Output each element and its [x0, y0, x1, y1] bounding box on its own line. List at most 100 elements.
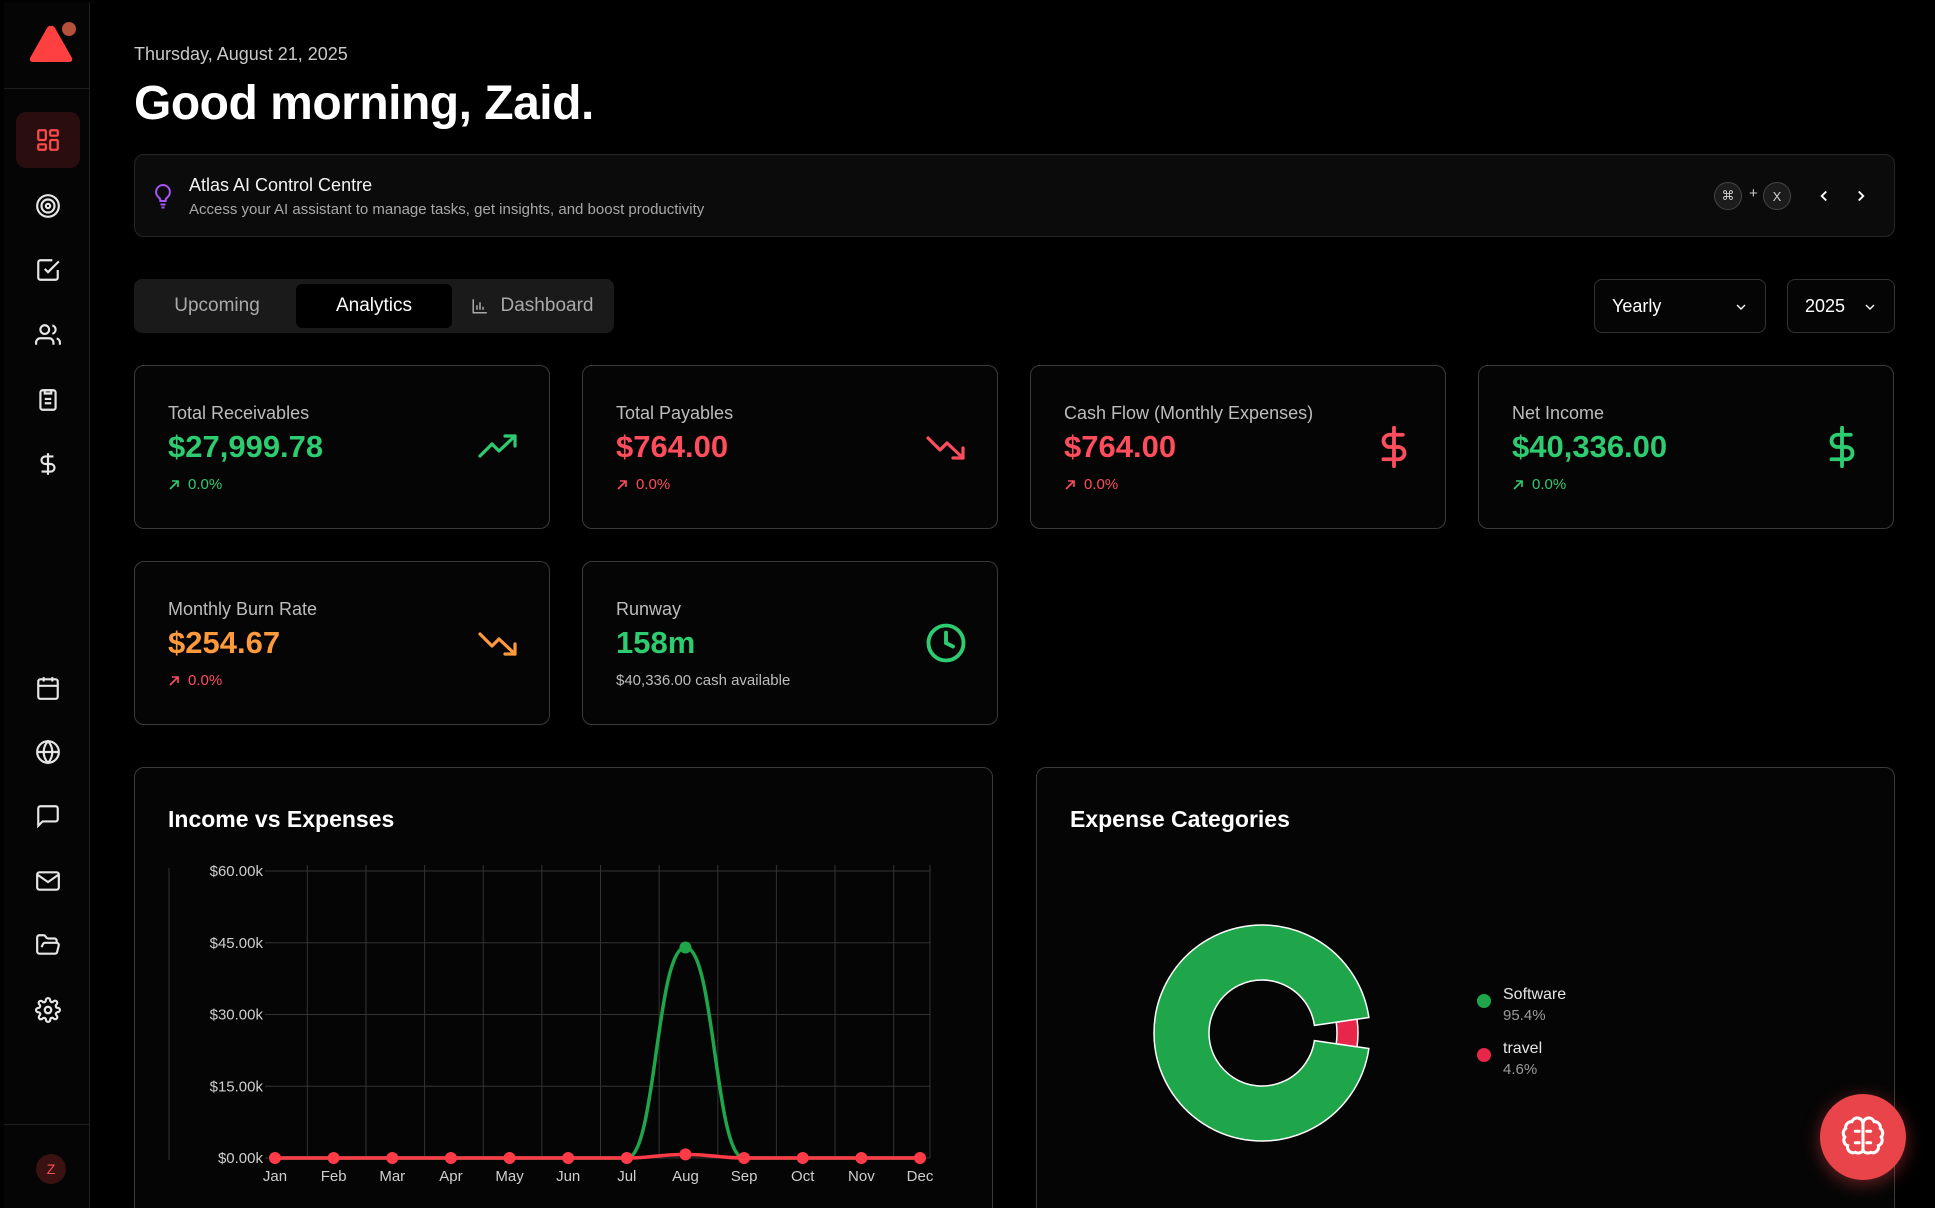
sidebar-item-reports[interactable]	[16, 372, 80, 428]
x-tick-label: Aug	[672, 1168, 699, 1185]
legend-value: 4.6%	[1503, 1061, 1538, 1078]
app-logo-icon[interactable]	[26, 20, 76, 68]
tab-dashboard[interactable]: Dashboard	[456, 284, 608, 328]
x-tick-label: Dec	[907, 1168, 934, 1185]
income-expenses-panel: Income vs Expenses $0.00k $15.00k $30.00k $…	[134, 767, 993, 1208]
sidebar-item-web[interactable]	[16, 724, 80, 780]
x-tick-label: Apr	[439, 1168, 462, 1185]
chevron-left-icon	[1820, 190, 1827, 202]
shortcut-cmd-key: ⌘	[1714, 182, 1742, 210]
stat-label: Cash Flow (Monthly Expenses)	[1064, 403, 1314, 423]
x-tick-label: Oct	[791, 1168, 815, 1185]
bar-chart-icon	[472, 299, 487, 314]
banner-prev-button[interactable]	[1809, 181, 1839, 211]
stat-delta: 0.0%	[168, 476, 222, 493]
x-tick-label: May	[495, 1168, 524, 1185]
data-point	[679, 1148, 692, 1161]
trending-up-icon	[477, 426, 519, 468]
stat-value: $27,999.78	[168, 429, 324, 464]
sidebar-item-settings[interactable]	[16, 982, 80, 1038]
arrow-up-right-icon	[617, 479, 627, 490]
arrow-up-right-icon	[1513, 479, 1523, 490]
x-tick-label: Sep	[731, 1168, 758, 1185]
data-point	[327, 1152, 340, 1164]
expense-categories-chart	[1153, 924, 1370, 1142]
data-point	[386, 1152, 399, 1164]
tab-upcoming[interactable]: Upcoming	[174, 295, 260, 316]
dollar-icon	[1373, 426, 1415, 468]
legend-label: Software	[1503, 986, 1567, 1003]
sidebar-divider-bottom	[4, 1124, 89, 1125]
stat-card-net-income[interactable]: Net Income $40,336.00 0.0%	[1478, 365, 1894, 529]
lightbulb-icon	[155, 183, 171, 209]
legend-value: 95.4%	[1503, 1007, 1546, 1024]
y-tick-label: $45.00k	[210, 935, 264, 952]
data-point	[269, 1152, 281, 1164]
trending-down-icon	[477, 622, 519, 664]
stat-delta: 0.0%	[1064, 476, 1118, 493]
page-title: Good morning, Zaid.	[134, 77, 594, 130]
data-point	[562, 1152, 575, 1164]
sidebar: Z	[4, 2, 90, 1208]
atlas-title: Atlas AI Control Centre	[189, 175, 373, 195]
stat-delta: 0.0%	[1512, 476, 1566, 493]
data-point	[679, 941, 692, 954]
series-line	[275, 945, 920, 1160]
sidebar-item-goals[interactable]	[16, 178, 80, 234]
chart-title: Expense Categories	[1070, 806, 1290, 832]
stat-delta-value: 0.0%	[1084, 476, 1119, 493]
x-tick-label: Jan	[263, 1168, 287, 1185]
year-select[interactable]: 2025	[1787, 279, 1895, 333]
user-avatar[interactable]: Z	[36, 1154, 66, 1184]
clipboard-list-icon	[39, 389, 57, 411]
atlas-ai-banner[interactable]: Atlas AI Control Centre Access your AI a…	[134, 154, 1895, 237]
x-tick-label: Jul	[617, 1168, 636, 1185]
sidebar-item-finance[interactable]	[16, 436, 80, 492]
y-tick-label: $60.00k	[210, 863, 264, 880]
arrow-up-right-icon	[1065, 479, 1075, 490]
sidebar-item-mail[interactable]	[16, 853, 80, 909]
data-point	[738, 1152, 751, 1164]
chevron-right-icon	[1858, 190, 1865, 202]
sidebar-item-calendar[interactable]	[16, 660, 80, 716]
sidebar-item-tasks[interactable]	[16, 242, 80, 298]
data-point	[914, 1152, 926, 1164]
data-point	[444, 1152, 457, 1164]
y-tick-label: $30.00k	[210, 1007, 264, 1024]
pie-slice-software	[1153, 924, 1370, 1142]
stat-card-cashflow[interactable]: Cash Flow (Monthly Expenses) $764.00 0.0…	[1030, 365, 1446, 529]
series-line	[275, 1152, 920, 1160]
data-point	[620, 1152, 633, 1164]
chart-title: Income vs Expenses	[168, 806, 395, 832]
period-select-value: Yearly	[1612, 295, 1662, 316]
income-expenses-chart: $0.00k $15.00k $30.00k $45.00k $60.00k Jan Feb…	[168, 863, 934, 1185]
ai-assistant-button[interactable]	[1820, 1094, 1906, 1180]
sidebar-item-dashboard[interactable]	[16, 112, 80, 168]
period-select[interactable]: Yearly	[1594, 279, 1766, 333]
sidebar-item-contacts[interactable]	[16, 307, 80, 363]
sidebar-item-files[interactable]	[16, 917, 80, 973]
arrow-up-right-icon	[169, 479, 179, 490]
globe-icon	[36, 739, 60, 765]
arrow-up-right-icon	[169, 675, 179, 686]
x-tick-label: Nov	[848, 1168, 875, 1185]
stat-card-runway[interactable]: Runway 158m $40,336.00 cash available	[582, 561, 998, 725]
chat-icon	[37, 805, 59, 829]
banner-next-button[interactable]	[1846, 181, 1876, 211]
tab-analytics[interactable]: Analytics	[296, 284, 452, 328]
sidebar-item-messages[interactable]	[16, 788, 80, 844]
stat-card-burn-rate[interactable]: Monthly Burn Rate $254.67 0.0%	[134, 561, 550, 725]
stat-label: Total Payables	[616, 403, 734, 423]
stat-card-payables[interactable]: Total Payables $764.00 0.0%	[582, 365, 998, 529]
tab-dashboard-label: Dashboard	[500, 295, 594, 316]
stat-delta: 0.0%	[168, 672, 222, 689]
atlas-subtitle: Access your AI assistant to manage tasks…	[189, 201, 705, 218]
stat-subtext: $40,336.00 cash available	[616, 672, 791, 689]
stat-delta-value: 0.0%	[636, 476, 671, 493]
stat-label: Total Receivables	[168, 403, 310, 423]
gear-icon	[35, 997, 61, 1023]
stat-card-receivables[interactable]: Total Receivables $27,999.78 0.0%	[134, 365, 550, 529]
stat-delta-value: 0.0%	[1532, 476, 1567, 493]
sidebar-divider	[4, 88, 89, 89]
legend-swatch	[1477, 1048, 1491, 1062]
